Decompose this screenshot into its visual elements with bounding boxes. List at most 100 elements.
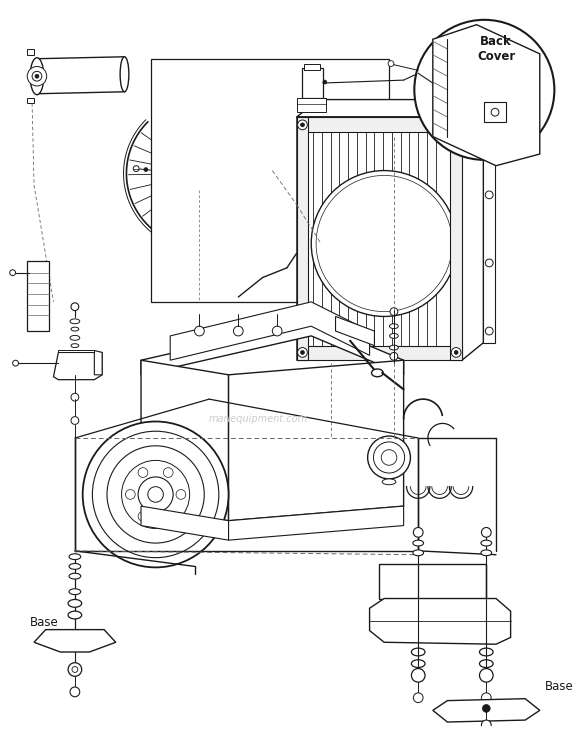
Circle shape bbox=[454, 123, 458, 127]
Circle shape bbox=[93, 431, 219, 558]
Circle shape bbox=[491, 108, 499, 116]
Circle shape bbox=[68, 662, 82, 676]
Circle shape bbox=[485, 191, 493, 199]
Circle shape bbox=[413, 528, 423, 537]
Circle shape bbox=[71, 393, 79, 401]
Circle shape bbox=[311, 171, 457, 316]
Bar bbox=[297, 117, 308, 360]
Circle shape bbox=[481, 693, 491, 703]
Circle shape bbox=[381, 450, 397, 465]
Ellipse shape bbox=[70, 336, 80, 340]
Circle shape bbox=[183, 157, 216, 190]
Polygon shape bbox=[141, 322, 404, 375]
Bar bbox=[450, 117, 462, 360]
Polygon shape bbox=[58, 350, 94, 353]
Circle shape bbox=[388, 60, 394, 66]
Circle shape bbox=[138, 477, 173, 512]
Polygon shape bbox=[484, 99, 495, 343]
Ellipse shape bbox=[480, 659, 493, 668]
Polygon shape bbox=[141, 360, 228, 520]
Circle shape bbox=[273, 326, 282, 336]
Circle shape bbox=[451, 347, 461, 357]
Ellipse shape bbox=[481, 540, 492, 546]
Circle shape bbox=[411, 668, 425, 682]
Circle shape bbox=[301, 123, 304, 127]
Polygon shape bbox=[27, 49, 34, 54]
Circle shape bbox=[13, 360, 18, 366]
Circle shape bbox=[316, 175, 453, 311]
Polygon shape bbox=[462, 99, 484, 360]
Polygon shape bbox=[433, 698, 540, 722]
Polygon shape bbox=[151, 59, 389, 302]
Text: Base: Base bbox=[545, 679, 573, 693]
Circle shape bbox=[298, 120, 307, 130]
Circle shape bbox=[298, 347, 307, 357]
Circle shape bbox=[191, 166, 207, 181]
Polygon shape bbox=[228, 360, 404, 520]
Polygon shape bbox=[53, 353, 102, 380]
Circle shape bbox=[138, 467, 148, 478]
Circle shape bbox=[83, 422, 228, 567]
Circle shape bbox=[10, 270, 16, 275]
Circle shape bbox=[71, 417, 79, 425]
Ellipse shape bbox=[411, 659, 425, 668]
Ellipse shape bbox=[382, 479, 396, 485]
Ellipse shape bbox=[389, 324, 398, 328]
Circle shape bbox=[374, 442, 405, 473]
Polygon shape bbox=[27, 98, 34, 104]
Bar bbox=[380, 565, 486, 598]
Polygon shape bbox=[94, 350, 102, 375]
Polygon shape bbox=[433, 25, 540, 166]
Circle shape bbox=[481, 720, 491, 730]
Circle shape bbox=[451, 120, 461, 130]
Circle shape bbox=[163, 467, 173, 478]
Circle shape bbox=[367, 436, 411, 479]
Ellipse shape bbox=[413, 540, 424, 546]
Circle shape bbox=[176, 489, 186, 499]
Circle shape bbox=[70, 687, 80, 697]
Ellipse shape bbox=[30, 57, 44, 95]
Polygon shape bbox=[228, 506, 404, 540]
Polygon shape bbox=[297, 117, 462, 360]
Ellipse shape bbox=[389, 333, 398, 339]
Text: Base: Base bbox=[29, 616, 58, 629]
Circle shape bbox=[480, 668, 493, 682]
Circle shape bbox=[148, 486, 163, 502]
Ellipse shape bbox=[389, 345, 398, 350]
Ellipse shape bbox=[480, 648, 493, 656]
Bar bbox=[297, 346, 462, 360]
Circle shape bbox=[71, 302, 79, 311]
Bar bbox=[301, 68, 323, 98]
Circle shape bbox=[35, 74, 39, 78]
Circle shape bbox=[485, 132, 493, 141]
Ellipse shape bbox=[69, 589, 81, 595]
Circle shape bbox=[454, 350, 458, 354]
Ellipse shape bbox=[68, 611, 82, 619]
Circle shape bbox=[27, 66, 47, 86]
Text: Back
Cover: Back Cover bbox=[477, 35, 515, 63]
Circle shape bbox=[485, 327, 493, 335]
Ellipse shape bbox=[481, 550, 492, 556]
Ellipse shape bbox=[411, 648, 425, 656]
Text: marlequipment.com: marlequipment.com bbox=[208, 414, 307, 424]
Circle shape bbox=[32, 71, 42, 81]
Ellipse shape bbox=[69, 553, 81, 559]
Polygon shape bbox=[141, 506, 228, 540]
Polygon shape bbox=[34, 629, 116, 652]
Ellipse shape bbox=[70, 319, 80, 324]
Circle shape bbox=[133, 166, 139, 171]
Circle shape bbox=[301, 350, 304, 354]
Polygon shape bbox=[484, 102, 506, 122]
Circle shape bbox=[163, 512, 173, 521]
Polygon shape bbox=[370, 598, 511, 644]
Circle shape bbox=[107, 446, 204, 543]
Circle shape bbox=[390, 353, 398, 360]
Circle shape bbox=[390, 308, 398, 316]
Ellipse shape bbox=[69, 564, 81, 570]
Circle shape bbox=[323, 80, 327, 84]
Circle shape bbox=[413, 693, 423, 703]
Polygon shape bbox=[336, 316, 374, 346]
Ellipse shape bbox=[371, 369, 383, 377]
Circle shape bbox=[197, 171, 202, 177]
Circle shape bbox=[233, 326, 243, 336]
